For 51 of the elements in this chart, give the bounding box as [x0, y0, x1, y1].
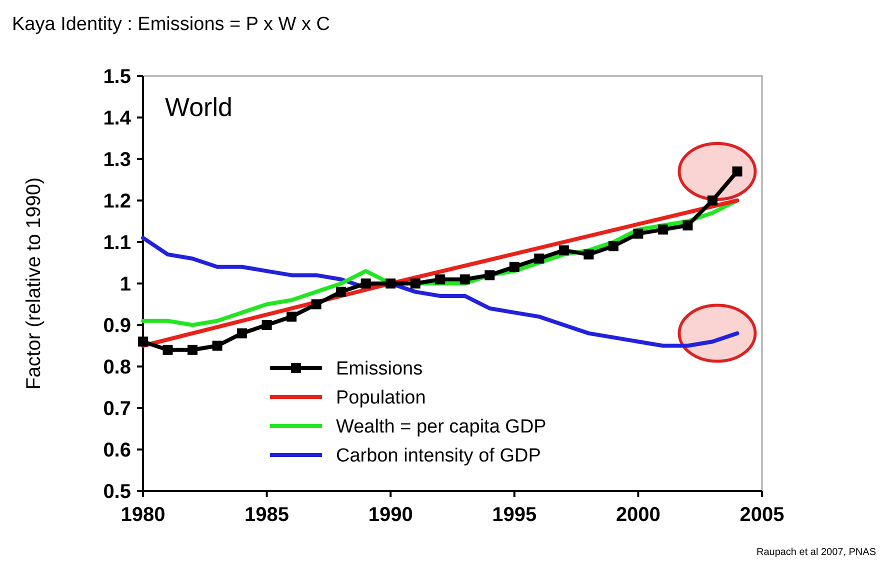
- x-tick-label: 1980: [120, 504, 166, 526]
- point: [534, 254, 544, 264]
- point: [608, 241, 618, 252]
- y-tick-label: 0.9: [103, 315, 131, 337]
- point: [188, 344, 198, 355]
- point: [484, 270, 495, 280]
- point: [509, 262, 520, 272]
- legend-label: Wealth = per capita GDP: [336, 416, 546, 438]
- point: [658, 224, 668, 235]
- x-tick-label: 1995: [492, 504, 537, 526]
- y-tick-label: 0.8: [103, 356, 131, 378]
- y-tick-label: 1.2: [103, 190, 131, 212]
- y-tick-label: 0.6: [103, 440, 131, 462]
- y-tick-label: 1.3: [103, 149, 131, 171]
- legend-label: Emissions: [336, 358, 423, 380]
- point: [584, 249, 594, 260]
- y-tick-label: 1: [120, 274, 131, 296]
- point: [435, 274, 446, 284]
- point: [237, 328, 248, 338]
- x-tick-label: 1985: [244, 504, 290, 526]
- y-tick-label: 0.5: [103, 481, 131, 503]
- point: [707, 196, 718, 206]
- x-tick-label: 2000: [616, 504, 660, 526]
- point: [682, 220, 693, 230]
- legend-label: Population: [336, 388, 426, 409]
- text: Raupach et al 2007, PNAS: [756, 547, 876, 558]
- point: [336, 286, 346, 297]
- point: [732, 166, 742, 176]
- chart-title: Kaya Identity : Emissions = P x W x C: [12, 14, 330, 35]
- point: [410, 278, 420, 288]
- point: [633, 228, 644, 239]
- x-tick-label: 2005: [740, 504, 784, 526]
- point: [558, 245, 569, 256]
- point: [162, 344, 173, 355]
- point: [386, 278, 396, 288]
- point: [138, 336, 148, 347]
- point: [262, 320, 272, 330]
- y-tick-label: 0.7: [103, 398, 131, 420]
- y-tick-label: 1.5: [103, 66, 131, 88]
- legend-label: Carbon intensity of GDP: [336, 446, 541, 467]
- point: [360, 278, 371, 288]
- line-series: [141, 236, 740, 348]
- point: [286, 312, 297, 322]
- y-axis-title: Factor (relative to 1990): [23, 177, 45, 390]
- point: [212, 340, 222, 351]
- point: [460, 274, 470, 284]
- y-tick-label: 1.4: [103, 108, 132, 130]
- x-tick-label: 1990: [368, 504, 413, 526]
- point: [311, 299, 322, 310]
- annotation: World: [165, 92, 232, 122]
- y-tick-label: 1.1: [103, 232, 131, 254]
